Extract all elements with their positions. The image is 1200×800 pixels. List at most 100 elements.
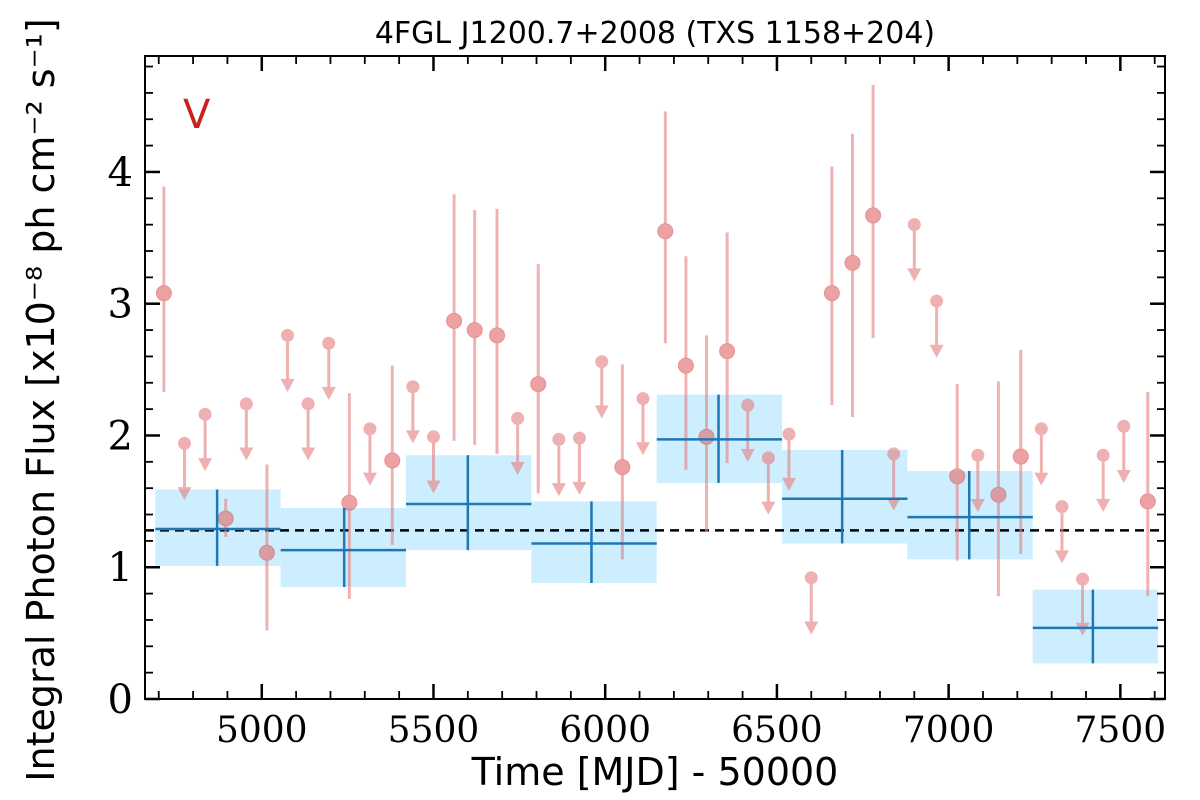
upper-limit-arrow	[929, 344, 944, 358]
upper-limit-marker	[595, 355, 609, 369]
detection-marker	[217, 510, 234, 527]
detection-19	[1012, 349, 1029, 555]
binned-band-3	[531, 501, 657, 584]
x-tick-label: 7500	[1075, 710, 1167, 751]
upper-limit-arrow	[426, 480, 441, 494]
upper-limit-marker	[239, 397, 253, 411]
detection-marker	[614, 459, 631, 476]
detection-marker	[844, 254, 861, 271]
upper-limit-marker	[177, 436, 191, 450]
upper-limit-arrow	[781, 477, 796, 491]
upper-limit-18	[886, 447, 901, 511]
y-axis-label: Integral Photon Flux [x10⁻⁸ ph cm⁻² s⁻¹]	[19, 18, 63, 781]
upper-limit-3	[280, 328, 295, 393]
detection-marker	[698, 428, 715, 445]
x-tick-label: 5500	[388, 710, 480, 751]
detection-marker	[341, 494, 358, 511]
detection-marker	[865, 207, 882, 224]
upper-limit-8	[426, 430, 441, 494]
upper-limit-marker	[907, 218, 921, 232]
y-tick-label: 4	[108, 150, 133, 196]
upper-limit-24	[1075, 572, 1090, 636]
detection-12	[698, 335, 715, 532]
upper-limit-23	[1054, 500, 1069, 564]
upper-limit-5	[321, 336, 336, 400]
detection-marker	[384, 452, 401, 469]
upper-limit-marker	[511, 411, 525, 425]
upper-limit-10	[551, 432, 566, 497]
upper-limit-arrow	[510, 462, 525, 476]
detection-6	[466, 210, 483, 445]
x-tick-label: 6000	[559, 710, 651, 751]
upper-limit-marker	[1117, 419, 1131, 433]
upper-limit-21	[970, 448, 985, 512]
detection-marker	[719, 343, 736, 360]
upper-limit-marker	[804, 571, 818, 585]
upper-limit-0	[177, 436, 192, 501]
upper-limit-13	[635, 392, 650, 456]
detection-marker	[466, 322, 483, 339]
binned-point-7	[1032, 589, 1159, 664]
upper-limit-14	[740, 398, 755, 462]
upper-limit-arrow	[1034, 472, 1049, 486]
upper-limit-arrow	[886, 497, 901, 511]
binned-band-7	[1032, 589, 1159, 664]
binned-point-3	[531, 501, 657, 584]
upper-limit-11	[572, 431, 587, 495]
detection-marker	[990, 486, 1007, 503]
upper-limit-marker	[1076, 572, 1090, 586]
y-tick-label: 1	[108, 545, 133, 591]
plot-area: 5000 5500 6000 6500 7000 7500 0 1 2 3 4 V	[108, 55, 1167, 751]
upper-limit-17	[804, 571, 819, 635]
upper-limit-marker	[971, 448, 985, 462]
upper-limit-1	[198, 407, 213, 472]
upper-limit-arrow	[1116, 469, 1131, 483]
binned-point-2	[406, 455, 532, 551]
upper-limit-marker	[572, 431, 586, 445]
detection-15	[844, 133, 861, 418]
upper-limit-marker	[636, 392, 650, 406]
upper-limit-7	[405, 380, 420, 444]
upper-limit-marker	[761, 451, 775, 465]
upper-limit-marker	[1034, 422, 1048, 436]
upper-limit-19	[907, 218, 922, 282]
detection-marker	[155, 285, 172, 302]
upper-limit-9	[510, 411, 525, 476]
upper-limit-arrow	[635, 442, 650, 456]
upper-limit-marker	[741, 398, 755, 412]
x-tick-label: 7000	[903, 710, 995, 751]
detection-3	[341, 393, 358, 599]
binned-point-1	[280, 507, 407, 588]
upper-limit-arrow	[970, 498, 985, 512]
detection-11	[677, 256, 694, 470]
upper-limit-marker	[426, 430, 440, 444]
upper-limit-marker	[198, 407, 212, 421]
upper-limit-arrow	[280, 379, 295, 393]
upper-limit-marker	[887, 447, 901, 461]
upper-limit-arrow	[761, 501, 776, 515]
detection-2	[258, 464, 275, 631]
panel-annotation: V	[183, 92, 211, 138]
binned-point-0	[155, 489, 281, 566]
upper-limit-arrow	[1096, 498, 1111, 512]
detection-marker	[657, 223, 674, 240]
detection-5	[446, 194, 463, 441]
x-axis-label: Time [MJD] - 50000	[471, 750, 839, 794]
detection-marker	[489, 327, 506, 344]
detection-10	[657, 111, 674, 344]
binned-band-5	[782, 449, 908, 544]
upper-limit-arrow	[1054, 550, 1069, 564]
upper-limit-marker	[363, 422, 377, 436]
upper-limit-arrow	[572, 481, 587, 495]
axes-frame	[144, 55, 1166, 700]
detection-marker	[530, 376, 547, 393]
upper-limit-arrow	[321, 386, 336, 400]
upper-limit-20	[929, 294, 944, 358]
upper-limit-4	[301, 397, 316, 461]
upper-limit-marker	[406, 380, 420, 394]
y-tick-label: 2	[108, 413, 133, 459]
upper-limit-arrow	[239, 447, 254, 461]
detection-13	[719, 232, 736, 464]
upper-limit-25	[1096, 448, 1111, 512]
